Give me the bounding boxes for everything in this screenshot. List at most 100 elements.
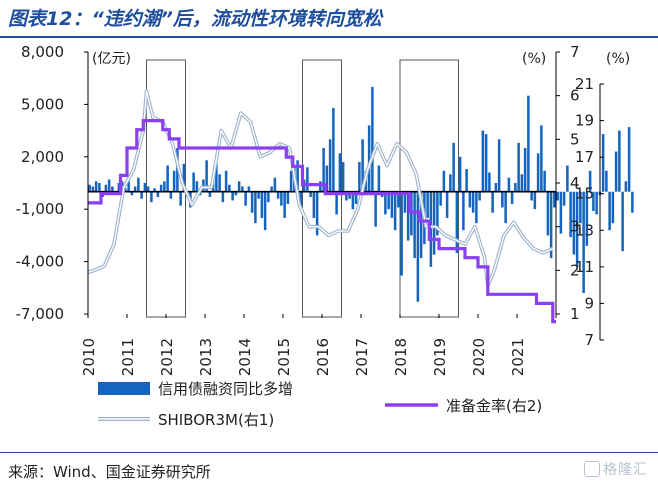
bar bbox=[494, 183, 498, 192]
bar bbox=[257, 191, 260, 199]
bar bbox=[172, 170, 176, 192]
bar bbox=[471, 191, 475, 213]
bar bbox=[514, 183, 517, 192]
right1-axis-unit: (%) bbox=[522, 51, 546, 67]
bar-series bbox=[88, 86, 634, 302]
bar bbox=[527, 95, 530, 192]
x-tick-label: 2020 bbox=[470, 338, 488, 376]
bar bbox=[627, 127, 631, 192]
bar bbox=[618, 130, 621, 192]
legend: 信用债融资同比多增 SHIBOR3M(右1) 准备金率(右2) bbox=[98, 380, 542, 429]
bar bbox=[439, 191, 442, 206]
bar bbox=[358, 162, 361, 192]
bar bbox=[478, 191, 481, 201]
bar bbox=[605, 170, 608, 192]
footer-divider bbox=[0, 452, 658, 453]
bar bbox=[192, 172, 195, 192]
bar bbox=[530, 191, 533, 201]
bar bbox=[127, 181, 130, 192]
bar bbox=[413, 191, 416, 259]
bar bbox=[442, 170, 446, 192]
bar bbox=[166, 165, 169, 192]
bar bbox=[462, 191, 465, 231]
bar bbox=[631, 191, 634, 213]
bar bbox=[250, 191, 254, 213]
bar bbox=[588, 170, 592, 192]
bar bbox=[611, 191, 615, 224]
bar bbox=[553, 191, 556, 208]
bar bbox=[614, 151, 618, 192]
bar bbox=[283, 191, 286, 218]
bar bbox=[299, 191, 303, 206]
bar bbox=[182, 163, 186, 192]
bar bbox=[289, 170, 293, 192]
rrr-step-line bbox=[88, 119, 556, 324]
shibor-series bbox=[87, 89, 554, 288]
right1-tick-label: 7 bbox=[570, 43, 580, 61]
bar bbox=[403, 191, 407, 213]
bar bbox=[419, 191, 423, 259]
right1-tick-label: 1 bbox=[570, 305, 580, 323]
watermark-text: 格隆汇 bbox=[603, 462, 648, 478]
bar bbox=[270, 186, 273, 192]
bar bbox=[374, 191, 377, 227]
bar bbox=[325, 165, 329, 192]
bar bbox=[455, 191, 459, 253]
bar bbox=[458, 156, 462, 192]
bar bbox=[205, 160, 208, 192]
right2-tick-label: 9 bbox=[584, 294, 594, 312]
bar bbox=[507, 177, 511, 192]
bar bbox=[231, 191, 234, 201]
left-tick-label: 2,000 bbox=[21, 148, 64, 166]
bar bbox=[146, 186, 150, 192]
bar bbox=[107, 179, 111, 192]
rrr-series bbox=[88, 119, 556, 324]
right2-tick-label: 7 bbox=[584, 331, 594, 349]
bar bbox=[218, 174, 221, 192]
bar bbox=[351, 191, 355, 210]
x-tick-label: 2013 bbox=[197, 338, 215, 376]
bar bbox=[117, 183, 121, 192]
bar bbox=[296, 160, 299, 192]
x-tick-label: 2011 bbox=[119, 338, 137, 376]
right1-tick-label: 6 bbox=[570, 87, 580, 105]
shibor-line-inner bbox=[87, 90, 554, 287]
bar bbox=[445, 191, 449, 218]
x-tick-label: 2018 bbox=[392, 338, 410, 376]
right2-tick-label: 17 bbox=[575, 148, 594, 166]
left-tick-label: 8,000 bbox=[21, 43, 64, 61]
bar bbox=[88, 184, 91, 192]
bar bbox=[582, 191, 585, 294]
bar bbox=[276, 191, 280, 199]
legend-swatch-bar bbox=[98, 382, 150, 395]
bar bbox=[465, 169, 468, 192]
x-tick-label: 2012 bbox=[158, 338, 176, 376]
bar bbox=[319, 181, 322, 192]
bar bbox=[595, 191, 598, 215]
bar bbox=[475, 191, 478, 224]
bar bbox=[367, 125, 371, 192]
bar bbox=[247, 186, 251, 192]
bar bbox=[393, 191, 397, 231]
bar bbox=[221, 191, 225, 203]
bar bbox=[163, 181, 166, 192]
bar bbox=[504, 191, 507, 224]
bar bbox=[390, 191, 394, 218]
bar bbox=[510, 191, 514, 204]
bar bbox=[179, 191, 182, 206]
left-tick-label: 5,000 bbox=[21, 95, 64, 113]
bar bbox=[536, 153, 540, 192]
bar bbox=[572, 191, 576, 255]
bar bbox=[556, 191, 559, 201]
bar bbox=[208, 191, 212, 197]
bar bbox=[520, 174, 524, 192]
right2-tick-label: 15 bbox=[575, 185, 594, 203]
bar bbox=[621, 191, 624, 252]
bar bbox=[452, 142, 455, 192]
bar bbox=[159, 184, 163, 192]
bar bbox=[546, 191, 550, 236]
bar bbox=[592, 191, 595, 211]
bar bbox=[244, 191, 247, 206]
bar bbox=[354, 191, 358, 204]
